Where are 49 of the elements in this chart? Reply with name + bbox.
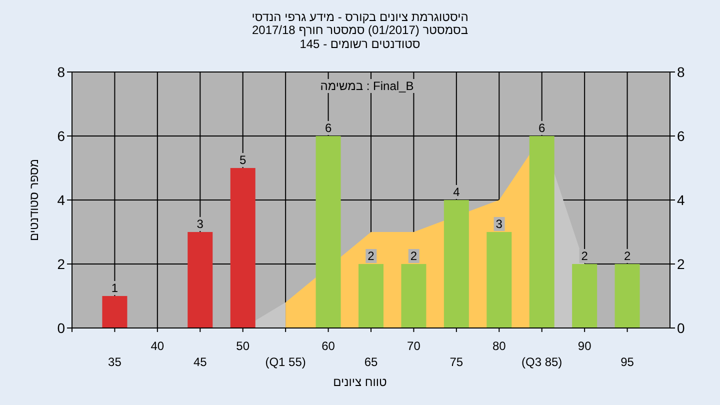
subtitle: בסמסטר (01/2017) סמסטר חורף 2017/18 (252, 23, 468, 37)
y2-tick-label: 4 (677, 192, 685, 208)
x-tick-label: 70 (407, 339, 421, 353)
data-label: 3 (196, 217, 204, 231)
xlabel: טווח ציונים (333, 375, 387, 389)
x-tick-label: (Q1 55) (265, 355, 306, 369)
bar (486, 232, 512, 328)
x-tick-label: (Q3 85) (522, 355, 562, 369)
x-tick-label: 60 (322, 339, 336, 353)
data-label: 6 (538, 121, 546, 135)
x-tick-label: 80 (492, 339, 506, 353)
bar (614, 264, 640, 328)
data-label: 2 (368, 249, 375, 263)
data-label: 2 (581, 249, 588, 263)
y-tick-label: 0 (57, 320, 66, 336)
y2-tick-label: 6 (677, 128, 685, 144)
y-tick-label: 2 (57, 256, 66, 272)
annotation: סטודנטים רשומים - 145 (300, 37, 420, 51)
y2-tick-label: 0 (677, 320, 685, 336)
data-label: 1 (111, 281, 118, 295)
bar (316, 136, 341, 328)
y2-tick-label: 8 (677, 64, 685, 80)
x-tick-label: 95 (620, 355, 634, 369)
bar (230, 168, 256, 328)
x-tick-label: 45 (193, 355, 208, 369)
x-tick-label: 75 (450, 355, 464, 369)
bar (444, 200, 469, 328)
data-label: 6 (324, 121, 332, 135)
data-label: 2 (410, 249, 418, 263)
y2-tick-label: 2 (677, 256, 685, 272)
x-tick-label: 65 (364, 355, 378, 369)
data-label: 4 (453, 185, 460, 199)
x-tick-label: 90 (578, 339, 592, 353)
data-label: 5 (240, 153, 247, 167)
annotation: Final_B : במשימה (320, 79, 414, 93)
data-label: 3 (496, 217, 503, 231)
y-tick-label: 6 (57, 128, 66, 144)
data-label: 2 (624, 249, 631, 263)
x-tick-label: 50 (236, 339, 250, 353)
bar (188, 232, 213, 328)
y-tick-label: 8 (57, 64, 66, 80)
y-tick-label: 4 (57, 192, 66, 208)
bar (102, 296, 128, 328)
ylabel: מספר סטודנטים (27, 158, 41, 242)
bar (401, 264, 426, 328)
x-tick-label: 40 (150, 339, 164, 353)
x-tick-label: 35 (108, 355, 122, 369)
bar (358, 264, 384, 328)
title: היסטוגרמת ציונים בקורס - מידע גרפי הנדסי (252, 10, 468, 24)
